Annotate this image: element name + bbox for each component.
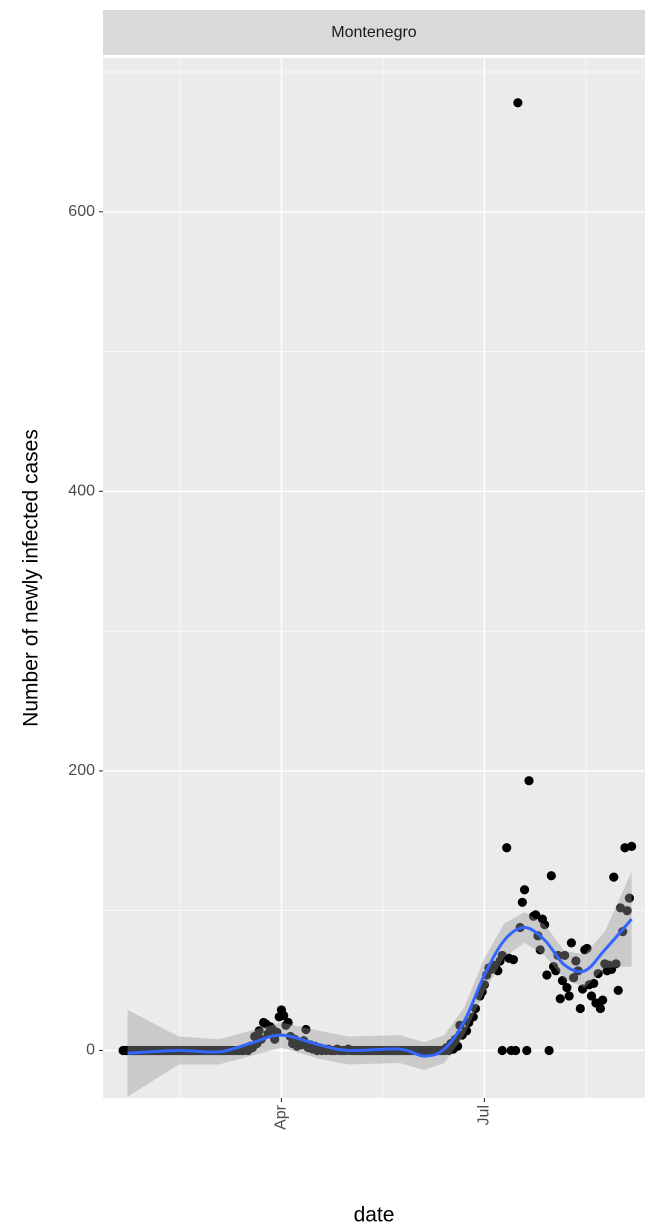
point [254, 1026, 264, 1036]
y-axis-title: Number of newly infected cases [20, 429, 43, 727]
point [519, 885, 530, 895]
point [470, 1003, 481, 1014]
point [557, 975, 568, 986]
point [511, 1045, 521, 1056]
point [517, 897, 527, 907]
point [544, 1045, 554, 1056]
point [546, 871, 556, 881]
point [595, 1003, 605, 1014]
point [586, 991, 597, 1001]
point [611, 959, 621, 969]
point [589, 978, 599, 988]
point [531, 910, 541, 920]
point [283, 1017, 293, 1028]
point [540, 920, 550, 930]
facet-strip [103, 10, 645, 55]
point [513, 98, 523, 108]
confidence-band [127, 871, 632, 1097]
y-tick-label: 600 [68, 203, 95, 220]
point [571, 956, 581, 966]
point [279, 1010, 289, 1021]
point [593, 968, 603, 979]
point [502, 843, 512, 853]
y-tick-label: 400 [68, 483, 95, 500]
facet-label: Montenegro [331, 24, 416, 41]
point [468, 1012, 478, 1022]
point [522, 1045, 532, 1056]
point [566, 938, 576, 948]
y-tick-label: 200 [68, 762, 95, 779]
point [569, 973, 579, 983]
point [551, 966, 561, 976]
y-tick-label: 0 [86, 1042, 95, 1059]
point [575, 1003, 585, 1014]
point [562, 982, 572, 993]
x-axis-title: date [354, 1204, 395, 1227]
point [577, 984, 588, 994]
point [453, 1041, 463, 1051]
x-tick-label: Apr [273, 1104, 290, 1130]
point [598, 995, 608, 1005]
point [560, 950, 570, 961]
point [542, 970, 552, 980]
point [535, 945, 545, 955]
point [582, 943, 592, 954]
point [497, 1045, 507, 1056]
point [627, 841, 637, 851]
point [564, 991, 574, 1001]
point [493, 966, 503, 976]
point [508, 955, 519, 965]
point [461, 1026, 472, 1036]
point [613, 985, 623, 995]
point [555, 994, 565, 1004]
smooth-line [127, 918, 633, 1058]
panel [103, 58, 645, 1098]
point [301, 1024, 311, 1035]
x-tick-label: Jul [476, 1105, 493, 1125]
point [477, 987, 487, 997]
point [624, 893, 634, 903]
point [609, 872, 619, 882]
point [622, 906, 632, 916]
point [524, 776, 534, 786]
